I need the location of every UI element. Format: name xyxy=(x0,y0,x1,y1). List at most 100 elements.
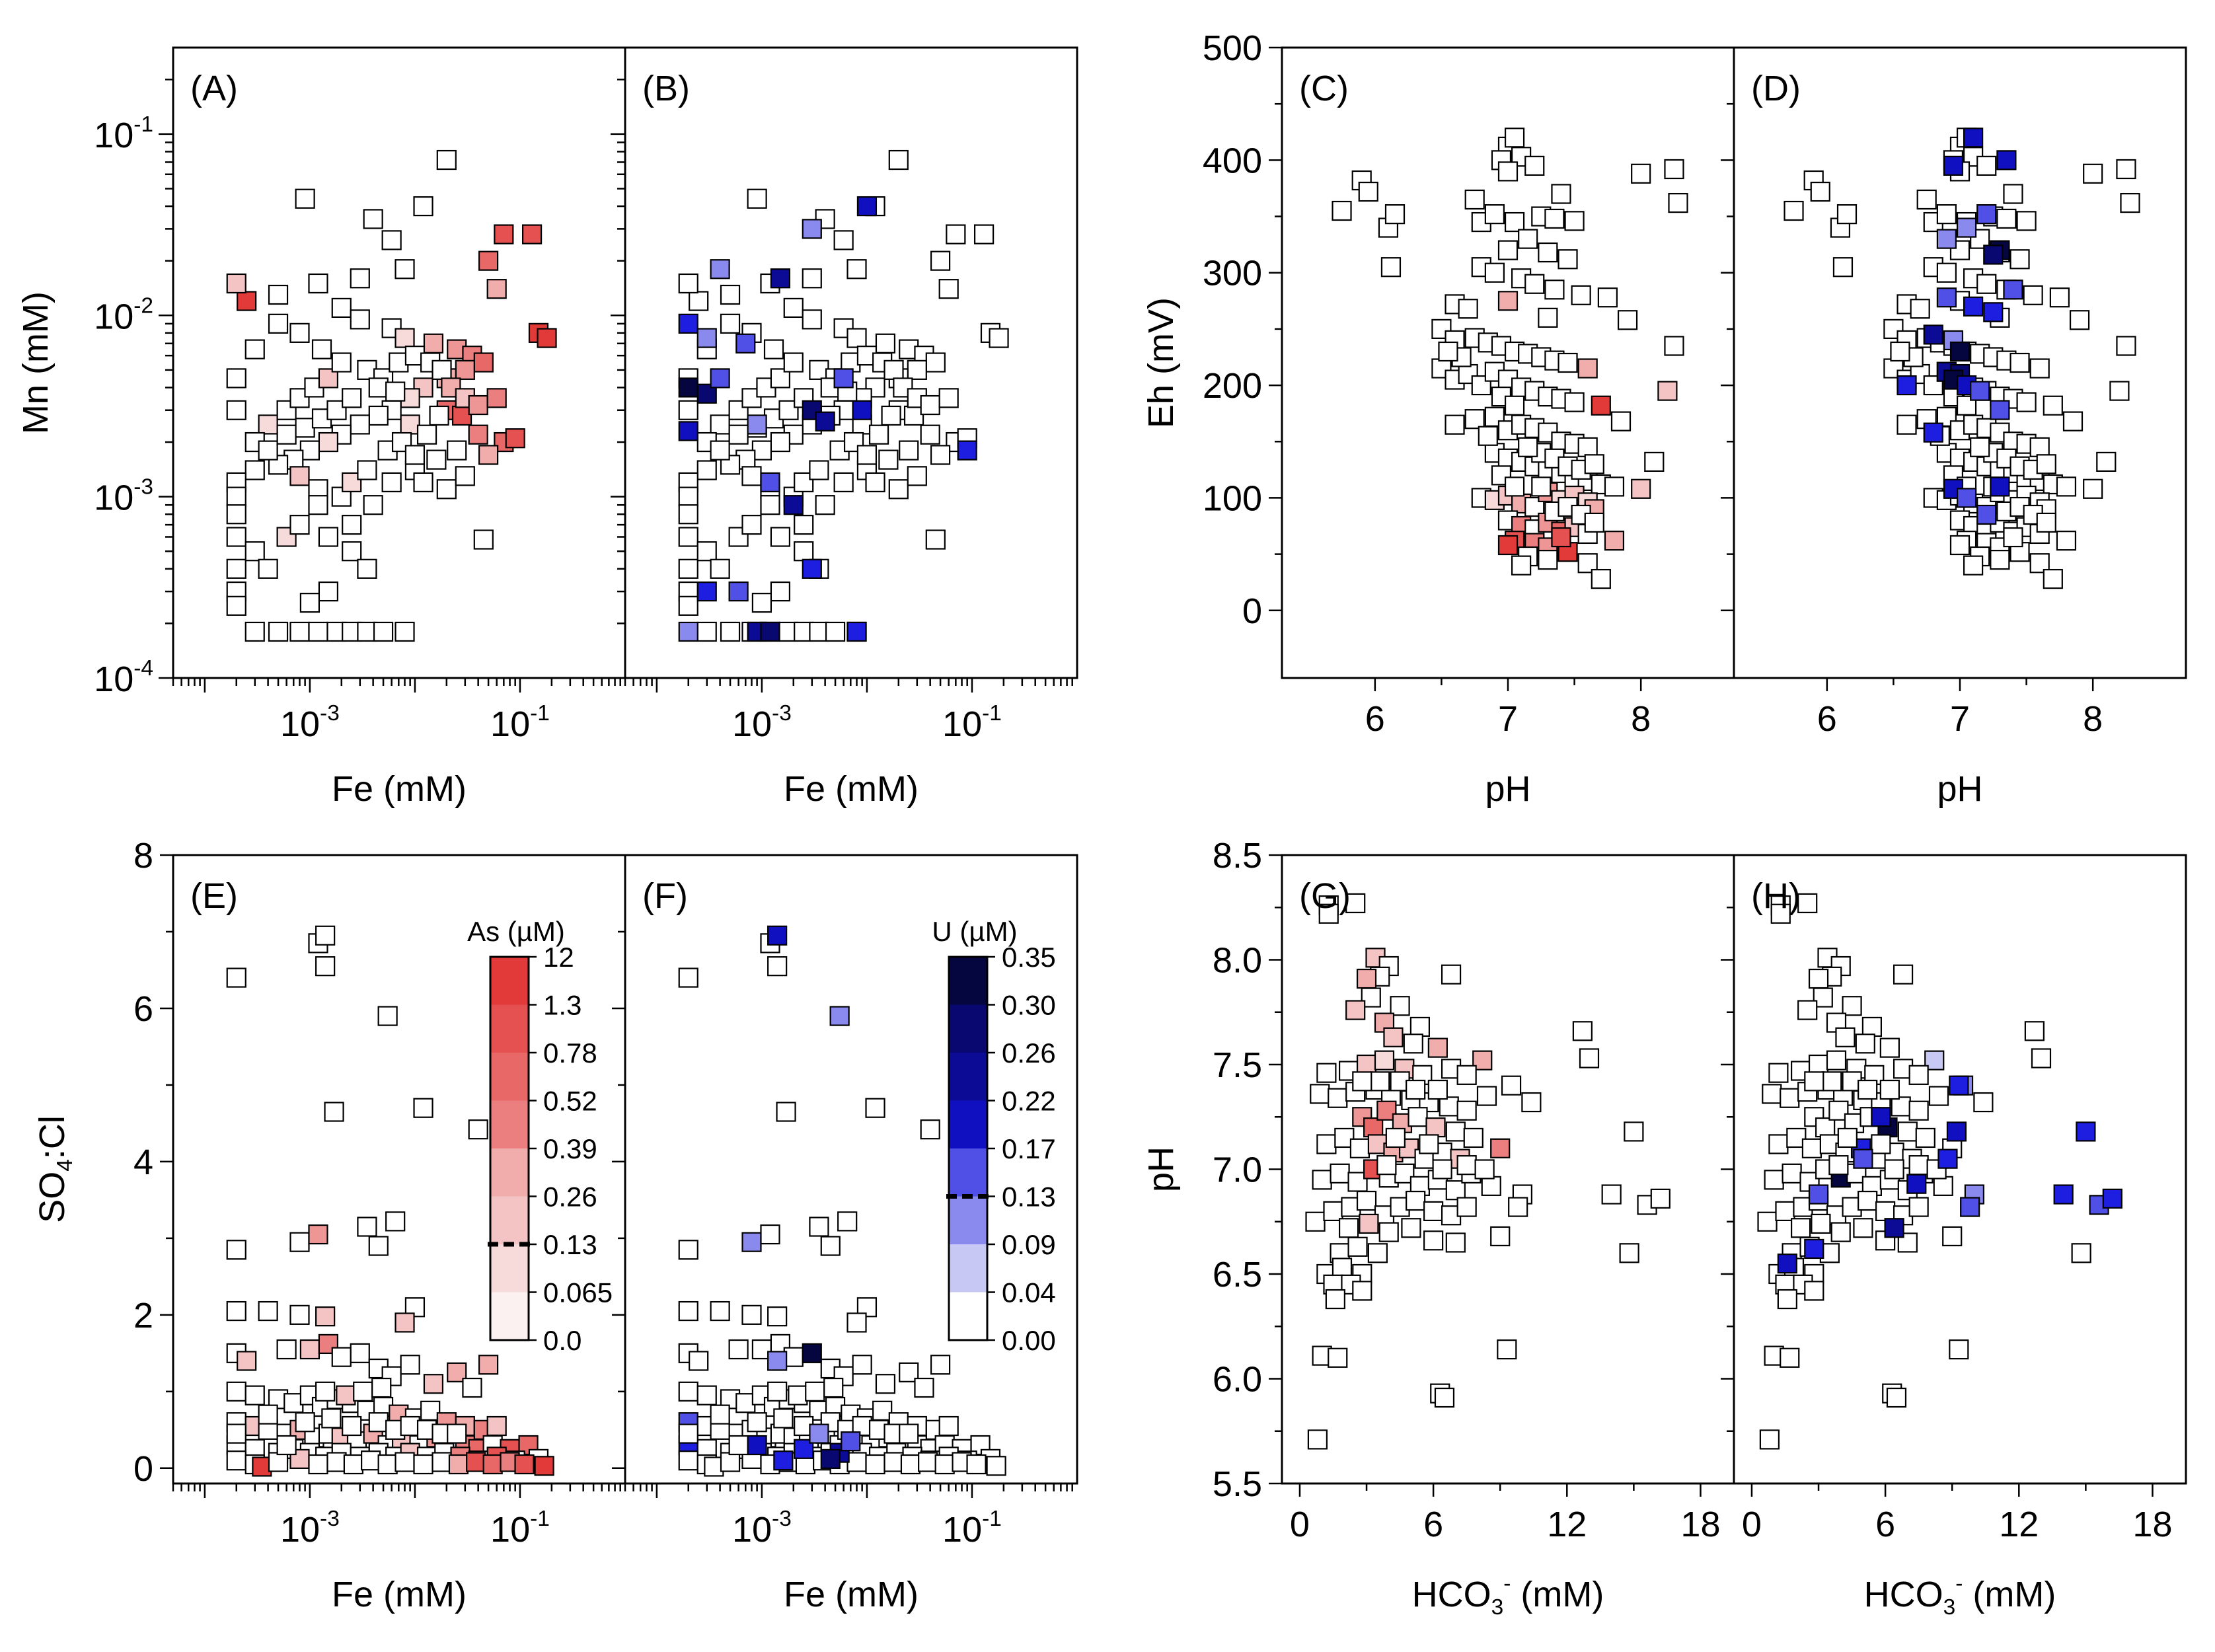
data-point xyxy=(1804,1281,1824,1301)
data-point xyxy=(1484,262,1505,283)
data-point xyxy=(486,388,507,408)
x-tick-label: 10-3 xyxy=(280,1507,340,1550)
data-point xyxy=(678,1300,698,1322)
data-point xyxy=(289,388,310,408)
data-point xyxy=(2029,437,2050,457)
data-point xyxy=(315,1306,336,1327)
data-point xyxy=(741,1304,762,1325)
data-point xyxy=(678,377,698,398)
data-point xyxy=(1476,1086,1497,1106)
x-tick-label: 10-1 xyxy=(942,1507,1002,1550)
data-point xyxy=(741,388,762,408)
data-point xyxy=(1577,358,1598,379)
data-point xyxy=(1976,155,1997,176)
data-point xyxy=(350,1343,370,1363)
colorbar-segment xyxy=(949,1100,987,1149)
data-point xyxy=(1970,437,1990,457)
data-point xyxy=(938,388,959,408)
data-point xyxy=(462,1377,482,1398)
data-point xyxy=(1481,1176,1501,1196)
data-point xyxy=(258,558,278,579)
x-tick-label: 10-1 xyxy=(942,701,1002,744)
y-tick-label: 10-2 xyxy=(94,293,153,336)
data-point xyxy=(1657,381,1678,401)
data-point xyxy=(815,411,835,432)
panel-label: (A) xyxy=(190,69,238,108)
data-point xyxy=(1356,968,1377,989)
data-point xyxy=(455,359,475,380)
data-point xyxy=(1445,414,1465,435)
data-point xyxy=(308,621,328,642)
data-point xyxy=(342,541,362,562)
data-point xyxy=(899,440,919,461)
data-point xyxy=(2023,285,2043,305)
points-e xyxy=(226,925,554,1477)
data-point xyxy=(783,352,804,373)
data-point xyxy=(308,1224,328,1245)
data-point xyxy=(841,1431,861,1452)
x-tick-label: 12 xyxy=(1547,1505,1587,1544)
data-point xyxy=(276,1435,297,1456)
data-point xyxy=(809,1423,829,1444)
data-point xyxy=(331,297,352,319)
data-point xyxy=(2056,531,2077,551)
data-point xyxy=(1456,1197,1477,1217)
data-point xyxy=(429,405,449,426)
colorbar-segment xyxy=(490,1004,529,1053)
data-point xyxy=(1463,1127,1483,1148)
data-point xyxy=(1544,208,1565,229)
data-point xyxy=(1544,280,1565,300)
data-point xyxy=(802,1343,822,1363)
data-point xyxy=(1906,1174,1927,1194)
data-point xyxy=(767,1351,788,1371)
data-point xyxy=(1501,1075,1522,1096)
data-point xyxy=(696,621,717,642)
data-point xyxy=(1842,996,1862,1016)
data-point xyxy=(258,440,278,461)
data-point xyxy=(537,328,557,348)
colorbar-u: 0.35 0.30 0.26 0.22 0.17 0.13 0.09 0.04 0.00 U (µ… xyxy=(932,916,1055,1356)
data-point xyxy=(783,297,804,319)
data-point xyxy=(2031,1048,2052,1069)
data-point xyxy=(678,527,698,547)
y-axis-label: Eh (mV) xyxy=(1141,297,1181,428)
data-point xyxy=(770,268,791,289)
data-point xyxy=(1956,488,1977,508)
data-point xyxy=(1427,1079,1448,1100)
data-point xyxy=(833,472,854,493)
data-point xyxy=(226,368,246,389)
data-point xyxy=(1390,996,1410,1016)
data-point xyxy=(226,400,246,420)
data-point xyxy=(311,339,332,359)
y-tick-label: 10-4 xyxy=(94,656,153,699)
data-point xyxy=(1963,128,1984,148)
data-point xyxy=(1808,1054,1829,1075)
data-point xyxy=(426,449,447,470)
panel-b: 10-3 10-1 (B) Fe (mM) xyxy=(611,46,1078,809)
data-point xyxy=(1524,274,1545,294)
x-tick-label: 7 xyxy=(1498,699,1518,739)
data-point xyxy=(1323,1201,1343,1222)
data-point xyxy=(760,1224,780,1245)
data-point xyxy=(514,1454,535,1475)
x-tick-label: 6 xyxy=(1423,1505,1443,1544)
data-point xyxy=(678,1240,698,1260)
data-point xyxy=(373,621,394,642)
x-axis-label: HCO3- (mM) xyxy=(1864,1571,2056,1620)
data-point xyxy=(318,581,339,602)
x-tick-label: 10-3 xyxy=(732,1507,792,1550)
data-point xyxy=(486,279,507,299)
data-point xyxy=(696,581,717,602)
data-point xyxy=(1312,1170,1332,1190)
data-point xyxy=(907,466,927,486)
data-point xyxy=(1908,1100,1929,1121)
data-point xyxy=(1591,395,1611,416)
data-point xyxy=(268,1452,289,1472)
data-point xyxy=(1610,411,1632,432)
data-point xyxy=(1511,555,1532,576)
data-point xyxy=(1456,1065,1477,1085)
y-tick-label: 500 xyxy=(1203,28,1262,68)
data-point xyxy=(741,466,762,486)
x-axis-label: Fe (mM) xyxy=(332,769,467,809)
